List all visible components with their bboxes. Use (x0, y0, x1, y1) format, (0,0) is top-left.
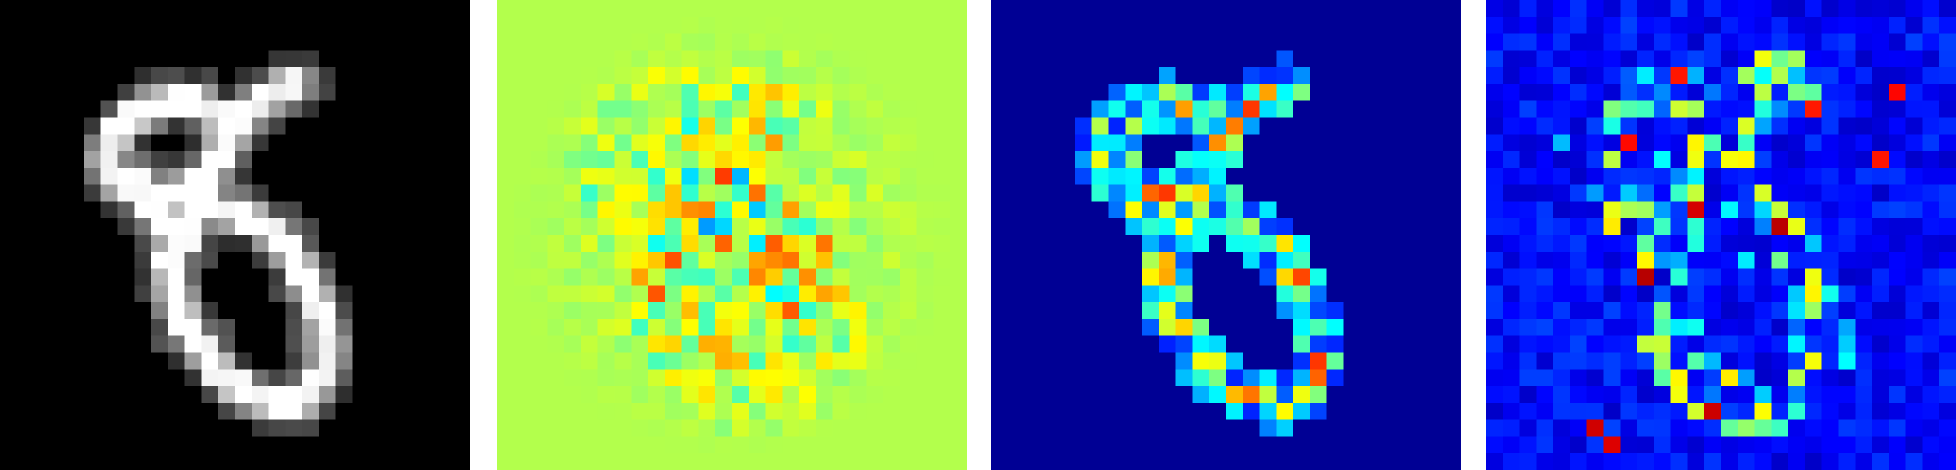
input-digit-image (0, 0, 470, 470)
heatmap-panel-1 (497, 0, 967, 470)
heatmap-image-2 (991, 0, 1461, 470)
heatmap-panel-3 (1486, 0, 1956, 470)
input-digit-panel (0, 0, 470, 470)
heatmap-image-3 (1486, 0, 1956, 470)
heatmap-image-1 (497, 0, 967, 470)
heatmap-panel-2 (991, 0, 1461, 470)
